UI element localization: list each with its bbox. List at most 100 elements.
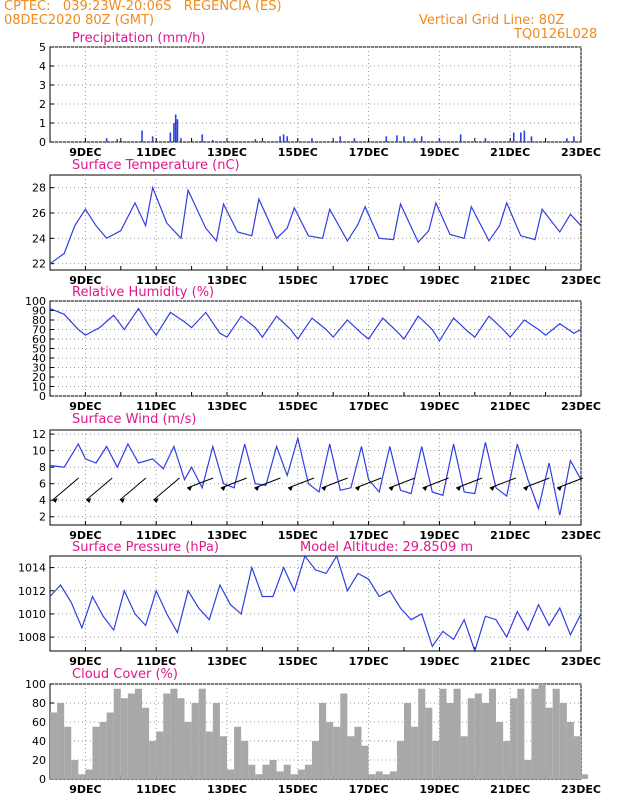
- header-datetime: 08DEC2020 80Z (GMT): [4, 13, 155, 28]
- x-tick-label: 13DEC: [207, 783, 247, 796]
- cloud-bar: [198, 688, 206, 779]
- precip-bar: [105, 138, 108, 142]
- cloud-bar: [581, 774, 589, 779]
- cloud-bar: [446, 703, 454, 779]
- x-tick-label: 21DEC: [490, 400, 530, 413]
- cloud-bar: [276, 771, 284, 779]
- x-tick-label: 11DEC: [136, 274, 176, 287]
- wind-arrow: [119, 477, 147, 503]
- y-tick-label: 26: [32, 207, 46, 220]
- panel-1: 9DEC 11DEC 13DEC 15DEC 17DEC 19DEC 21DEC 23DEC 2…: [32, 158, 601, 287]
- panel-5: 9DEC 11DEC 13DEC 15DEC 17DEC 19DEC 21DEC 23DEC 0…: [25, 667, 601, 796]
- precip-bar: [201, 134, 204, 142]
- x-tick-label: 11DEC: [136, 655, 176, 668]
- x-tick-label: 17DEC: [349, 529, 389, 542]
- panel-title: Relative Humidity (%): [72, 285, 214, 300]
- cloud-bar: [396, 741, 404, 779]
- cloud-bar: [517, 688, 525, 779]
- x-tick-label: 17DEC: [349, 274, 389, 287]
- x-tick-label: 21DEC: [490, 783, 530, 796]
- cloud-bar: [503, 741, 511, 779]
- cloud-bar: [205, 731, 213, 779]
- precip-bar: [573, 136, 575, 142]
- x-tick-label: 19DEC: [419, 274, 459, 287]
- model-altitude: Model Altitude: 29.8509 m: [300, 540, 473, 555]
- cloud-bar: [573, 736, 581, 779]
- x-tick-label: 17DEC: [349, 655, 389, 668]
- cloud-bar: [467, 698, 475, 779]
- wind-arrow: [321, 477, 348, 491]
- precip-bar: [459, 134, 462, 142]
- cloud-bar: [474, 693, 482, 779]
- cloud-bar: [425, 707, 433, 779]
- y-tick-label: 90: [32, 305, 46, 318]
- wind-arrow: [556, 477, 584, 491]
- precip-bar: [151, 136, 154, 142]
- precip-bar: [141, 130, 143, 142]
- cloud-bar: [538, 684, 546, 779]
- panel-title: Surface Temperature (nC): [72, 158, 240, 173]
- cloud-bar: [375, 771, 383, 779]
- cloud-bar: [382, 774, 390, 779]
- cloud-bar: [92, 726, 100, 779]
- precip-bar: [520, 132, 522, 142]
- header-model-code: TQ0126L028: [514, 27, 598, 42]
- wind-arrow: [153, 477, 180, 503]
- y-tick-label: 0: [39, 390, 46, 403]
- y-tick-label: 20: [32, 371, 46, 384]
- precip-bar: [566, 138, 568, 142]
- y-tick-label: 50: [32, 343, 46, 356]
- panel-title: Precipitation (mm/h): [72, 31, 205, 46]
- wind-arrow: [52, 477, 79, 503]
- cloud-bar: [389, 771, 397, 779]
- y-tick-label: 12: [32, 428, 46, 441]
- cloud-bar: [219, 736, 227, 779]
- cloud-bar: [212, 703, 220, 779]
- y-tick-label: 30: [32, 362, 46, 375]
- cloud-bar: [234, 726, 242, 779]
- panel-title: Surface Pressure (hPa): [72, 540, 219, 555]
- precip-bar: [311, 138, 313, 142]
- cloud-bar: [552, 688, 560, 779]
- x-tick-label: 13DEC: [207, 146, 247, 159]
- panel-title: Surface Wind (m/s): [72, 412, 196, 427]
- cloud-bar: [85, 769, 93, 779]
- cloud-bar: [566, 722, 574, 779]
- precip-bar: [176, 119, 179, 142]
- precip-bar: [403, 136, 405, 142]
- cloud-bar: [134, 688, 143, 779]
- y-tick-label: 40: [32, 735, 46, 748]
- wind-arrow: [456, 477, 483, 491]
- y-tick-label: 80: [32, 314, 46, 327]
- cloud-bar: [481, 703, 489, 779]
- x-tick-label: 17DEC: [349, 400, 389, 413]
- y-tick-label: 2: [39, 98, 46, 111]
- x-tick-label: 21DEC: [490, 146, 530, 159]
- y-tick-label: 40: [32, 352, 46, 365]
- precip-bar: [279, 136, 281, 142]
- wind-arrow: [254, 477, 281, 491]
- cloud-bar: [142, 707, 150, 779]
- header-grid-line: Vertical Grid Line: 80Z: [419, 13, 565, 28]
- wind-arrow: [355, 477, 382, 491]
- cloud-bar: [106, 712, 114, 779]
- y-tick-label: 80: [32, 697, 46, 710]
- cloud-bar: [50, 712, 58, 779]
- x-tick-label: 9DEC: [69, 274, 101, 287]
- x-tick-label: 19DEC: [419, 783, 459, 796]
- x-tick-label: 19DEC: [419, 400, 459, 413]
- x-tick-label: 11DEC: [136, 783, 176, 796]
- y-tick-label: 4: [39, 60, 46, 73]
- cloud-bar: [177, 698, 185, 779]
- y-tick-label: 1010: [18, 608, 46, 621]
- precip-bar: [339, 136, 342, 142]
- precip-bar: [530, 136, 533, 142]
- cloud-bar: [255, 774, 263, 779]
- y-tick-label: 10: [32, 381, 46, 394]
- y-tick-label: 6: [39, 478, 46, 491]
- cloud-bar: [127, 693, 135, 779]
- x-tick-label: 15DEC: [278, 783, 318, 796]
- cloud-bar: [361, 745, 369, 779]
- x-tick-label: 15DEC: [278, 529, 318, 542]
- x-tick-label: 11DEC: [136, 146, 176, 159]
